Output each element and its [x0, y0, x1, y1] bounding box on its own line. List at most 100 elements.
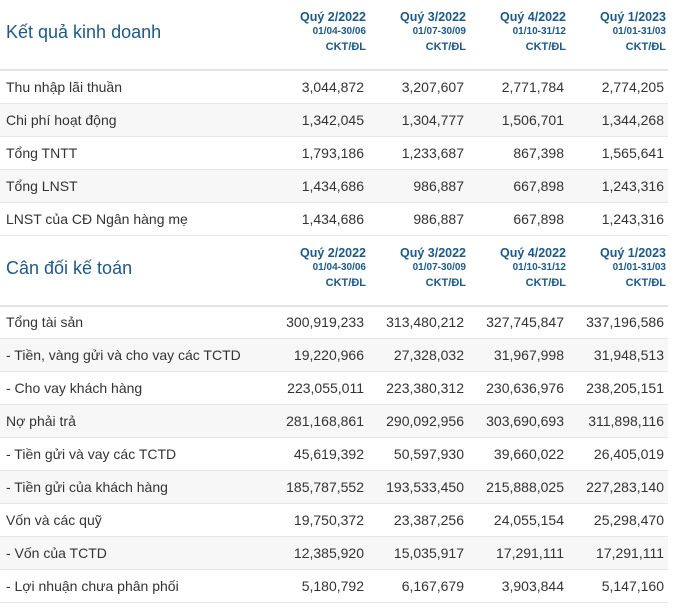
- row-label: LNST của CĐ Ngân hàng mẹ: [0, 202, 268, 236]
- row-label: Tổng TNTT: [0, 136, 268, 170]
- period-header[interactable]: Quý 3/2022 01/07-30/09 CKT/ĐL: [368, 0, 468, 71]
- row-value: 17,291,111: [468, 536, 568, 570]
- row-value: 1,434,686: [268, 202, 368, 236]
- period-unit: CKT/ĐL: [425, 276, 466, 289]
- section-title: Cân đối kế toán: [0, 235, 268, 307]
- period-quarter: Quý 3/2022: [399, 10, 466, 24]
- row-value: 290,092,956: [368, 404, 468, 438]
- period-unit: CKT/ĐL: [625, 41, 666, 53]
- row-label: - Vốn của TCTD: [0, 536, 268, 570]
- period-header[interactable]: Quý 3/2022 01/07-30/09 CKT/ĐL: [368, 235, 468, 307]
- row-label: Chi phí hoạt động: [0, 103, 268, 137]
- table-row: - Cho vay khách hàng 223,055,011 223,380,3…: [0, 371, 668, 405]
- row-value: 1,342,045: [268, 103, 368, 137]
- row-value: 31,948,513: [568, 338, 668, 372]
- period-quarter: Quý 4/2022: [499, 245, 566, 260]
- period-quarter: Quý 1/2023: [599, 245, 666, 260]
- period-range: 01/07-30/09: [412, 261, 466, 273]
- row-value: 667,898: [468, 169, 568, 203]
- row-value: 1,304,777: [368, 103, 468, 137]
- row-label: Tổng tài sản: [0, 305, 268, 339]
- table-row: LNST của CĐ Ngân hàng mẹ 1,434,686 986,887…: [0, 202, 668, 236]
- row-label: Nợ phải trả: [0, 404, 268, 438]
- table-row: Chi phí hoạt động 1,342,045 1,304,777 1,506…: [0, 103, 668, 137]
- row-value: 1,243,316: [568, 202, 668, 236]
- table-row: Nợ phải trả 281,168,861 290,092,956 303,690…: [0, 404, 668, 438]
- period-unit: CKT/ĐL: [625, 276, 666, 289]
- period-range: 01/04-30/06: [312, 26, 366, 37]
- period-header[interactable]: Quý 2/2022 01/04-30/06 CKT/ĐL: [268, 0, 368, 71]
- period-range: 01/07-30/09: [412, 26, 466, 37]
- period-quarter: Quý 1/2023: [599, 10, 666, 24]
- row-value: 2,774,205: [568, 70, 668, 104]
- row-value: 17,291,111: [568, 536, 668, 570]
- period-header[interactable]: Quý 4/2022 01/10-31/12 CKT/ĐL: [468, 235, 568, 307]
- section-title: Kết quả kinh doanh: [0, 0, 268, 71]
- row-value: 27,328,032: [368, 338, 468, 372]
- row-value: 215,888,025: [468, 470, 568, 504]
- row-value: 3,903,844: [468, 569, 568, 603]
- row-value: 227,283,140: [568, 470, 668, 504]
- row-value: 667,898: [468, 202, 568, 236]
- balance-sheet-table: Cân đối kế toán Quý 2/2022 01/04-30/06 CKT/…: [0, 235, 668, 603]
- period-unit: CKT/ĐL: [425, 41, 466, 53]
- row-value: 19,750,372: [268, 503, 368, 537]
- table-row: - Tiền gửi của khách hàng 185,787,552 193,…: [0, 470, 668, 504]
- period-unit: CKT/ĐL: [525, 276, 566, 289]
- row-value: 39,660,022: [468, 437, 568, 471]
- row-value: 3,207,607: [368, 70, 468, 104]
- row-value: 238,205,151: [568, 371, 668, 405]
- row-value: 5,180,792: [268, 569, 368, 603]
- row-value: 1,243,316: [568, 169, 668, 203]
- row-value: 6,167,679: [368, 569, 468, 603]
- row-value: 867,398: [468, 136, 568, 170]
- period-range: 01/10-31/12: [512, 26, 566, 37]
- row-value: 313,480,212: [368, 305, 468, 339]
- row-value: 327,745,847: [468, 305, 568, 339]
- table-row: - Tiền, vàng gửi và cho vay các TCTD 19,2…: [0, 338, 668, 372]
- table-row: Tổng tài sản 300,919,233 313,480,212 327,74…: [0, 305, 668, 339]
- row-value: 19,220,966: [268, 338, 368, 372]
- row-label: - Lợi nhuận chưa phân phối: [0, 569, 268, 603]
- table-row: - Lợi nhuận chưa phân phối 5,180,792 6,167…: [0, 569, 668, 603]
- period-header[interactable]: Quý 4/2022 01/10-31/12 CKT/ĐL: [468, 0, 568, 71]
- row-value: 986,887: [368, 202, 468, 236]
- row-label: Thu nhập lãi thuần: [0, 70, 268, 104]
- row-value: 1,434,686: [268, 169, 368, 203]
- row-value: 303,690,693: [468, 404, 568, 438]
- row-value: 337,196,586: [568, 305, 668, 339]
- period-range: 01/01-31/03: [612, 261, 666, 273]
- row-value: 223,055,011: [268, 371, 368, 405]
- period-range: 01/10-31/12: [512, 261, 566, 273]
- row-value: 1,565,641: [568, 136, 668, 170]
- business-results-table: Kết quả kinh doanh Quý 2/2022 01/04-30/06 C…: [0, 0, 668, 236]
- row-value: 223,380,312: [368, 371, 468, 405]
- row-value: 3,044,872: [268, 70, 368, 104]
- period-unit: CKT/ĐL: [325, 41, 366, 53]
- row-value: 12,385,920: [268, 536, 368, 570]
- row-value: 5,147,160: [568, 569, 668, 603]
- period-quarter: Quý 2/2022: [299, 10, 366, 24]
- period-header[interactable]: Quý 1/2023 01/01-31/03 CKT/ĐL: [568, 235, 668, 307]
- period-quarter: Quý 2/2022: [299, 245, 366, 260]
- period-unit: CKT/ĐL: [325, 276, 366, 289]
- row-value: 24,055,154: [468, 503, 568, 537]
- row-value: 1,344,268: [568, 103, 668, 137]
- financial-summary: Kết quả kinh doanh Quý 2/2022 01/04-30/06 C…: [0, 0, 668, 603]
- row-label: - Tiền gửi của khách hàng: [0, 470, 268, 504]
- row-label: Tổng LNST: [0, 169, 268, 203]
- row-value: 230,636,976: [468, 371, 568, 405]
- period-header[interactable]: Quý 2/2022 01/04-30/06 CKT/ĐL: [268, 235, 368, 307]
- table-row: - Tiền gửi và vay các TCTD 45,619,392 50,5…: [0, 437, 668, 471]
- table-row: Tổng TNTT 1,793,186 1,233,687 867,398 1,565,…: [0, 136, 668, 170]
- row-value: 1,793,186: [268, 136, 368, 170]
- period-quarter: Quý 3/2022: [399, 245, 466, 260]
- period-header[interactable]: Quý 1/2023 01/01-31/03 CKT/ĐL: [568, 0, 668, 71]
- row-value: 986,887: [368, 169, 468, 203]
- period-unit: CKT/ĐL: [525, 41, 566, 53]
- table-row: Vốn và các quỹ 19,750,372 23,387,256 24,055…: [0, 503, 668, 537]
- row-value: 185,787,552: [268, 470, 368, 504]
- row-value: 31,967,998: [468, 338, 568, 372]
- row-value: 1,506,701: [468, 103, 568, 137]
- row-value: 311,898,116: [568, 404, 668, 438]
